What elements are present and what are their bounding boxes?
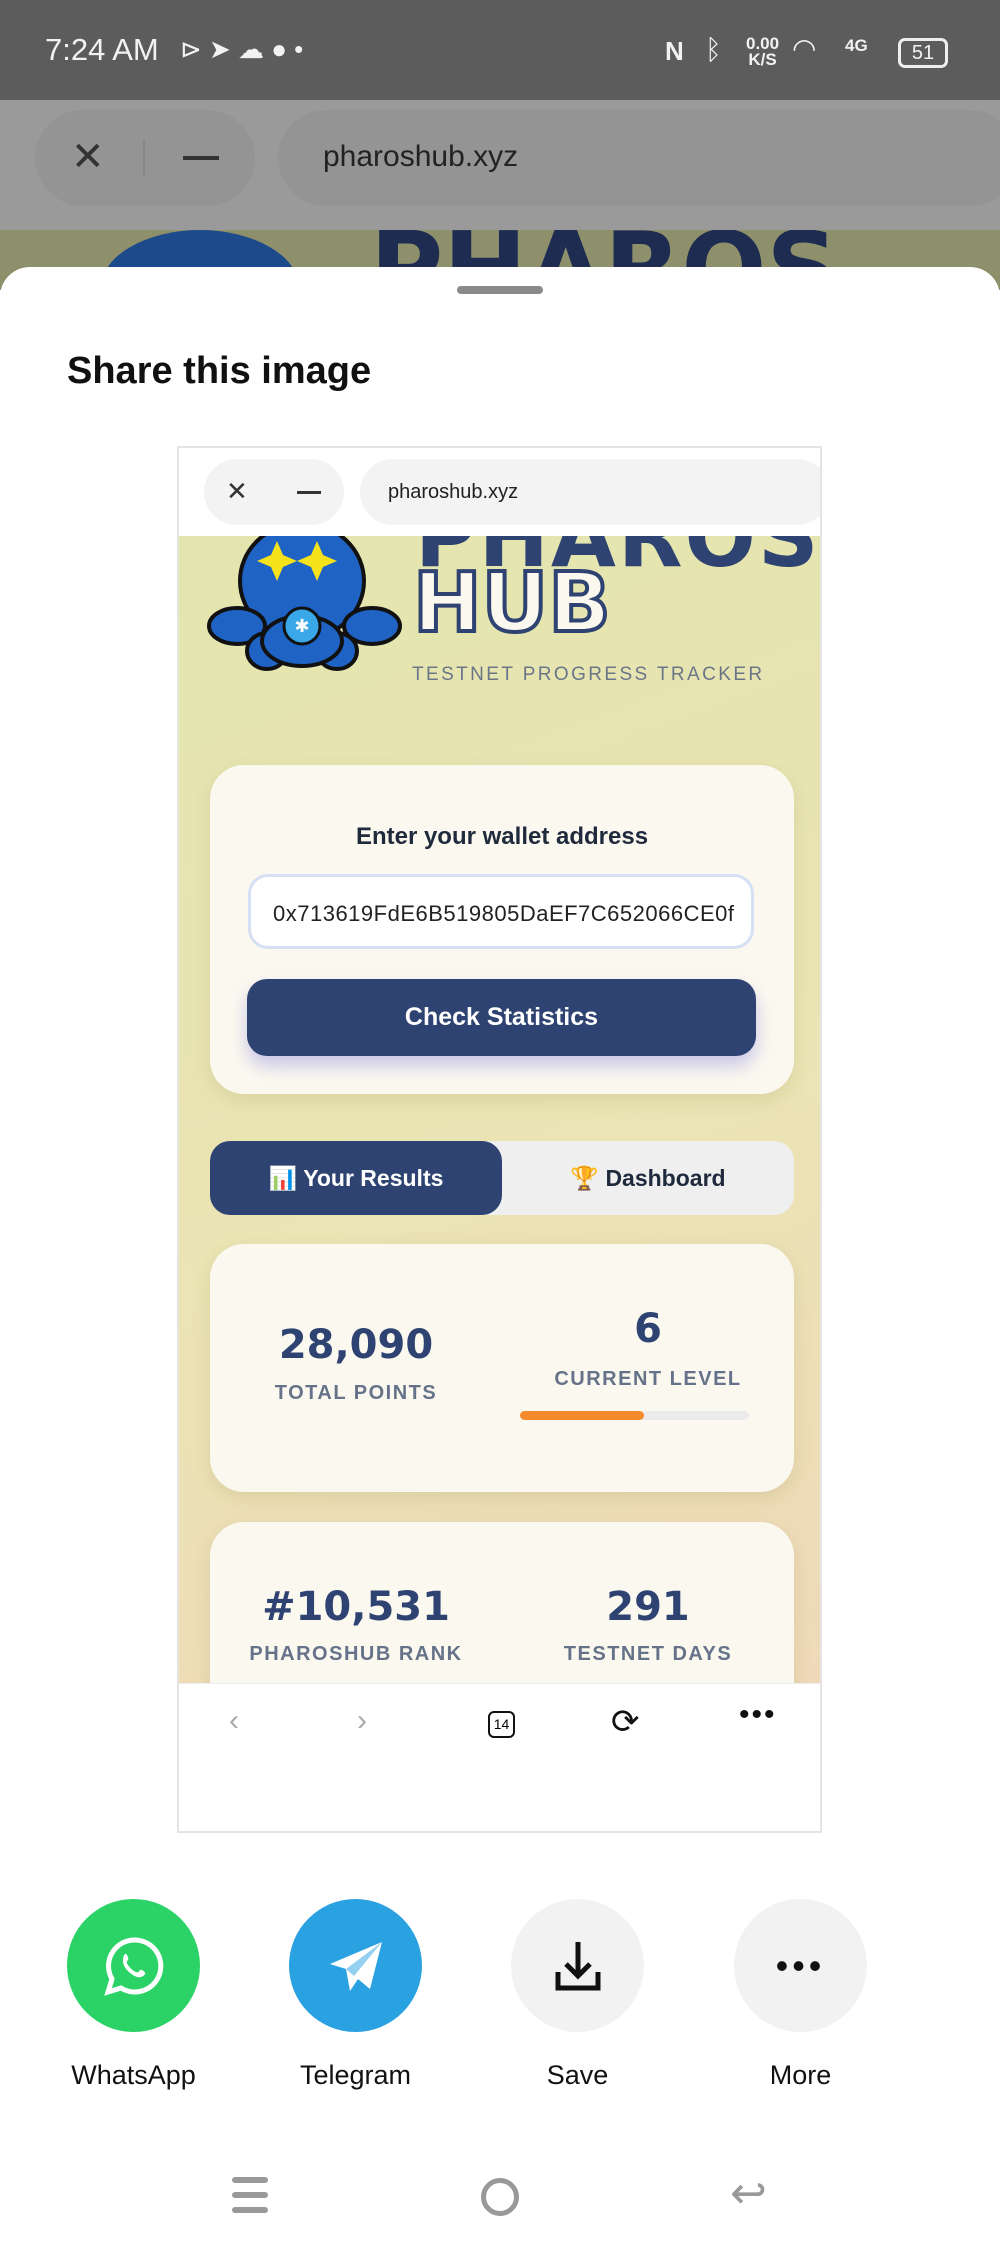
wifi-icon: ◠ bbox=[792, 33, 817, 64]
close-icon: ✕ bbox=[226, 476, 248, 506]
back-icon: ‹ bbox=[229, 1704, 239, 1737]
battery-icon: 51 bbox=[898, 38, 948, 68]
minimize-icon bbox=[297, 491, 321, 494]
total-points-label: TOTAL POINTS bbox=[274, 1382, 438, 1404]
more-icon: ••• bbox=[739, 1698, 777, 1731]
octopus-logo: ✱ bbox=[207, 536, 402, 671]
share-label: WhatsApp bbox=[71, 2060, 196, 2090]
level-progress-bar bbox=[520, 1411, 749, 1420]
back-button[interactable]: ↩ bbox=[730, 2169, 767, 2218]
clock: 7:24 AM bbox=[45, 32, 159, 67]
tabs-count-icon: 14 bbox=[488, 1711, 515, 1738]
tab-label: Your Results bbox=[303, 1165, 444, 1191]
telegram-icon bbox=[289, 1899, 422, 2032]
refresh-icon: ⟳ bbox=[611, 1703, 640, 1741]
logo-title-hub: HUB bbox=[411, 554, 613, 653]
points-card: 28,090 TOTAL POINTS 6 CURRENT LEVEL bbox=[210, 1244, 794, 1492]
share-label: Save bbox=[546, 2060, 609, 2090]
days-value: 291 bbox=[606, 1584, 690, 1630]
nfc-icon: N bbox=[665, 36, 684, 66]
tab-bar: 📊 Your Results 🏆 Dashboard bbox=[210, 1141, 794, 1215]
check-statistics-button[interactable]: Check Statistics bbox=[247, 979, 756, 1056]
recents-button[interactable] bbox=[232, 2177, 268, 2217]
rank-label: PHAROSHUB RANK bbox=[249, 1643, 463, 1665]
wallet-card: Enter your wallet address 0x713619FdE6B5… bbox=[210, 765, 794, 1094]
net-speed: 0.00 K/S bbox=[746, 34, 780, 69]
url-bar[interactable]: pharoshub.xyz bbox=[278, 110, 1000, 206]
share-label: More bbox=[769, 2060, 832, 2090]
close-icon[interactable]: ✕ bbox=[71, 135, 105, 179]
home-button[interactable] bbox=[481, 2178, 519, 2216]
sheet-title: Share this image bbox=[67, 350, 372, 392]
status-bar: 7:24 AM ⊳ ➤ ☁ ● • N ᛒ 0.00 K/S ◠ 4G 51 bbox=[0, 0, 1000, 100]
minimize-icon[interactable] bbox=[183, 156, 219, 160]
url-text: pharoshub.xyz bbox=[388, 481, 519, 503]
svg-text:✱: ✱ bbox=[294, 616, 309, 636]
tab-label: Dashboard bbox=[605, 1165, 726, 1191]
tagline: TESTNET PROGRESS TRACKER bbox=[412, 664, 765, 685]
share-whatsapp[interactable]: WhatsApp bbox=[67, 1899, 200, 2091]
image-preview: ✕ pharoshub.xyz ✱ PHAROS HUB TESTNET PRO… bbox=[177, 446, 822, 1833]
wallet-label: Enter your wallet address bbox=[355, 823, 649, 850]
level-value: 6 bbox=[634, 1306, 662, 1352]
tab-controls: ✕ bbox=[35, 110, 255, 206]
share-save[interactable]: Save bbox=[511, 1899, 644, 2091]
share-telegram[interactable]: Telegram bbox=[289, 1899, 422, 2091]
drag-handle[interactable] bbox=[457, 286, 543, 294]
chart-icon: 📊 bbox=[268, 1165, 298, 1191]
level-label: CURRENT LEVEL bbox=[554, 1368, 742, 1390]
forward-icon: › bbox=[357, 1704, 367, 1737]
preview-browser-toolbar: ✕ pharoshub.xyz bbox=[179, 448, 820, 536]
preview-browser-nav: ‹ › 14 ⟳ ••• bbox=[179, 1683, 820, 1831]
logo-title-pharos: PHAROS bbox=[415, 536, 820, 586]
download-icon bbox=[511, 1899, 644, 2032]
more-dots-icon: ••• bbox=[734, 1899, 867, 2032]
pharoshub-page: ✱ PHAROS HUB TESTNET PROGRESS TRACKER En… bbox=[179, 536, 820, 1683]
bluetooth-icon: ᛒ bbox=[705, 34, 722, 65]
share-more[interactable]: ••• More bbox=[734, 1899, 867, 2091]
rank-value: #10,531 bbox=[262, 1584, 450, 1630]
level-progress-fill bbox=[520, 1411, 644, 1420]
trophy-icon: 🏆 bbox=[570, 1165, 600, 1191]
whatsapp-icon bbox=[67, 1899, 200, 2032]
rank-card: #10,531 PHAROSHUB RANK 291 TESTNET DAYS bbox=[210, 1522, 794, 1683]
tab-dashboard[interactable]: 🏆 Dashboard bbox=[502, 1141, 794, 1215]
total-points-value: 28,090 bbox=[278, 1322, 434, 1368]
signal-icon: 4G bbox=[845, 36, 868, 55]
browser-toolbar: ✕ pharoshub.xyz bbox=[0, 100, 1000, 230]
tab-your-results[interactable]: 📊 Your Results bbox=[210, 1141, 502, 1215]
wallet-input[interactable]: 0x713619FdE6B519805DaEF7C652066CE0f bbox=[248, 874, 754, 949]
share-label: Telegram bbox=[299, 2060, 412, 2090]
url-text: pharoshub.xyz bbox=[323, 140, 519, 173]
notification-icons: ⊳ ➤ ☁ ● • bbox=[180, 34, 304, 64]
days-label: TESTNET DAYS bbox=[563, 1643, 733, 1665]
